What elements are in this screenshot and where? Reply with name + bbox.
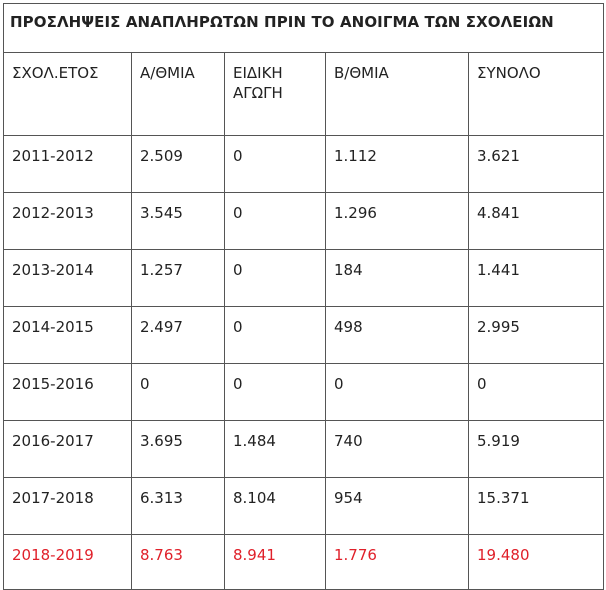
cell-school-year: 2018-2019 xyxy=(3,534,132,590)
column-header-school-year: ΣΧΟΛ.ΕΤΟΣ xyxy=(3,52,132,136)
cell-secondary: 0 xyxy=(325,363,469,421)
hires-table: ΠΡΟΣΛΗΨΕΙΣ ΑΝΑΠΛΗΡΩΤΩΝ ΠΡΙΝ ΤΟ ΑΝΟΙΓΜΑ Τ… xyxy=(2,3,605,590)
cell-total: 5.919 xyxy=(467,420,605,478)
table-row: 2014-2015 2.497 0 498 2.995 xyxy=(3,306,605,364)
cell-primary: 3.695 xyxy=(131,420,225,478)
cell-special-education: 8.941 xyxy=(224,534,326,590)
cell-primary: 2.509 xyxy=(131,135,225,193)
cell-primary: 8.763 xyxy=(131,534,225,590)
table-row: 2012-2013 3.545 0 1.296 4.841 xyxy=(3,192,605,250)
table-row: 2017-2018 6.313 8.104 954 15.371 xyxy=(3,477,605,535)
cell-school-year: 2017-2018 xyxy=(3,477,132,535)
cell-total: 1.441 xyxy=(467,249,605,307)
cell-special-education: 1.484 xyxy=(224,420,326,478)
column-header-total: ΣΥΝΟΛΟ xyxy=(467,52,605,136)
cell-primary: 2.497 xyxy=(131,306,225,364)
header-row: ΣΧΟΛ.ΕΤΟΣ Α/ΘΜΙΑ ΕΙΔΙΚΗ ΑΓΩΓΗ Β/ΘΜΙΑ ΣΥΝ… xyxy=(3,52,605,136)
table-row: 2013-2014 1.257 0 184 1.441 xyxy=(3,249,605,307)
table-title: ΠΡΟΣΛΗΨΕΙΣ ΑΝΑΠΛΗΡΩΤΩΝ ΠΡΙΝ ΤΟ ΑΝΟΙΓΜΑ Τ… xyxy=(2,3,605,53)
column-header-primary: Α/ΘΜΙΑ xyxy=(131,52,225,136)
cell-special-education: 0 xyxy=(224,135,326,193)
cell-special-education: 0 xyxy=(224,306,326,364)
cell-school-year: 2011-2012 xyxy=(3,135,132,193)
cell-special-education: 8.104 xyxy=(224,477,326,535)
cell-total: 15.371 xyxy=(467,477,605,535)
title-row: ΠΡΟΣΛΗΨΕΙΣ ΑΝΑΠΛΗΡΩΤΩΝ ΠΡΙΝ ΤΟ ΑΝΟΙΓΜΑ Τ… xyxy=(2,3,605,53)
cell-primary: 1.257 xyxy=(131,249,225,307)
column-header-secondary: Β/ΘΜΙΑ xyxy=(325,52,469,136)
table-row: 2015-2016 0 0 0 0 xyxy=(3,363,605,421)
cell-school-year: 2012-2013 xyxy=(3,192,132,250)
cell-secondary: 954 xyxy=(325,477,469,535)
cell-total: 4.841 xyxy=(467,192,605,250)
table-row: 2016-2017 3.695 1.484 740 5.919 xyxy=(3,420,605,478)
cell-special-education: 0 xyxy=(224,363,326,421)
cell-secondary: 740 xyxy=(325,420,469,478)
cell-secondary: 498 xyxy=(325,306,469,364)
cell-secondary: 1.296 xyxy=(325,192,469,250)
cell-total: 0 xyxy=(467,363,605,421)
column-header-special-education: ΕΙΔΙΚΗ ΑΓΩΓΗ xyxy=(224,52,326,136)
cell-primary: 6.313 xyxy=(131,477,225,535)
table-row-highlighted: 2018-2019 8.763 8.941 1.776 19.480 xyxy=(3,534,605,590)
cell-secondary: 1.776 xyxy=(325,534,469,590)
cell-total: 19.480 xyxy=(467,534,605,590)
cell-primary: 0 xyxy=(131,363,225,421)
cell-school-year: 2014-2015 xyxy=(3,306,132,364)
cell-special-education: 0 xyxy=(224,249,326,307)
cell-school-year: 2016-2017 xyxy=(3,420,132,478)
cell-total: 3.621 xyxy=(467,135,605,193)
cell-secondary: 184 xyxy=(325,249,469,307)
cell-school-year: 2015-2016 xyxy=(3,363,132,421)
cell-special-education: 0 xyxy=(224,192,326,250)
cell-school-year: 2013-2014 xyxy=(3,249,132,307)
cell-primary: 3.545 xyxy=(131,192,225,250)
table-row: 2011-2012 2.509 0 1.112 3.621 xyxy=(3,135,605,193)
cell-total: 2.995 xyxy=(467,306,605,364)
hires-table-container: ΠΡΟΣΛΗΨΕΙΣ ΑΝΑΠΛΗΡΩΤΩΝ ΠΡΙΝ ΤΟ ΑΝΟΙΓΜΑ Τ… xyxy=(2,3,605,590)
cell-secondary: 1.112 xyxy=(325,135,469,193)
